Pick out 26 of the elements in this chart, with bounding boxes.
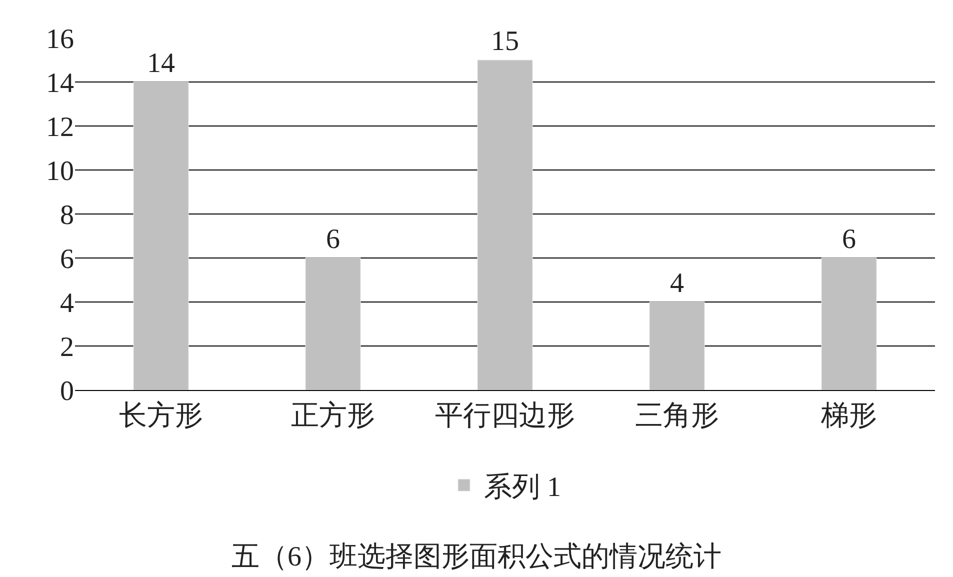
y-tick-label: 10 [46, 156, 74, 187]
y-tick-label: 6 [60, 244, 74, 275]
x-tick-label: 三角形 [635, 400, 719, 432]
y-tick-label: 0 [60, 376, 74, 407]
x-tick-label: 长方形 [119, 400, 203, 432]
x-tick-label: 平行四边形 [435, 400, 575, 432]
data-label: 15 [491, 26, 519, 57]
y-tick-label: 8 [60, 200, 74, 231]
data-label: 14 [147, 48, 175, 79]
data-label: 4 [670, 268, 684, 299]
legend-label: 系列 1 [484, 472, 561, 504]
x-tick-label: 梯形 [820, 400, 877, 432]
y-tick-label: 2 [60, 332, 74, 363]
y-tick-label: 16 [46, 24, 74, 55]
data-label: 6 [842, 224, 856, 255]
bar [305, 258, 361, 390]
text: 五（6）班选择图形面积公式的情况统计 [232, 541, 722, 572]
bar [821, 258, 877, 390]
y-tick-label: 14 [46, 68, 74, 99]
bar [133, 82, 189, 390]
data-label: 6 [326, 224, 340, 255]
x-tick-label: 正方形 [291, 400, 375, 432]
bar [477, 60, 533, 390]
bar [649, 302, 705, 390]
y-tick-label: 12 [46, 112, 74, 143]
y-tick-label: 4 [60, 288, 74, 319]
